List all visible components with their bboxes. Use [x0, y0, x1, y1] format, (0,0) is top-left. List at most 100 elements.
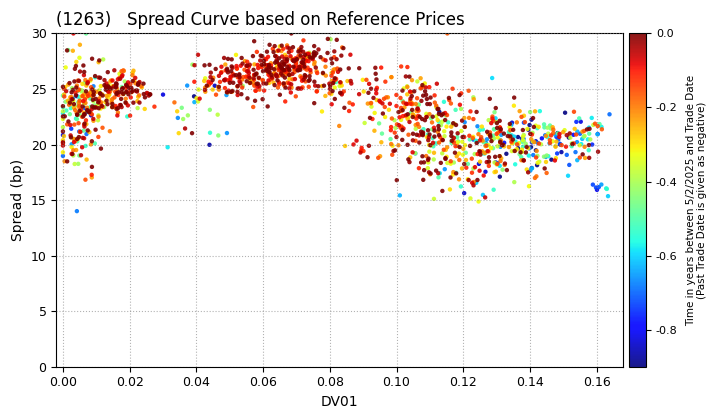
Point — [541, 170, 552, 176]
Point — [391, 177, 402, 184]
Point — [320, 63, 331, 70]
Point — [339, 142, 351, 149]
Point — [194, 95, 205, 102]
Point — [57, 142, 68, 149]
Point — [107, 104, 118, 110]
Point — [102, 94, 114, 101]
Point — [117, 91, 129, 97]
Point — [271, 77, 283, 84]
Point — [73, 86, 85, 93]
Point — [57, 116, 68, 122]
Point — [457, 145, 469, 152]
Point — [80, 88, 91, 94]
Point — [474, 148, 486, 155]
Point — [467, 179, 478, 186]
Point — [372, 155, 384, 161]
Point — [397, 99, 409, 106]
Point — [420, 114, 432, 121]
Point — [450, 169, 462, 176]
Point — [62, 97, 73, 104]
Point — [294, 54, 306, 61]
Point — [59, 113, 71, 120]
Point — [221, 89, 233, 95]
Point — [384, 100, 395, 107]
Point — [419, 117, 431, 123]
Point — [122, 102, 134, 109]
Point — [438, 98, 450, 105]
Point — [111, 105, 122, 112]
Point — [248, 81, 260, 88]
Point — [498, 143, 510, 150]
Point — [279, 56, 290, 63]
Point — [299, 72, 310, 79]
Point — [426, 126, 438, 133]
Point — [64, 80, 76, 87]
Point — [59, 158, 71, 165]
Point — [179, 125, 191, 132]
Point — [134, 99, 145, 106]
Point — [57, 110, 68, 117]
Point — [524, 122, 536, 129]
Point — [406, 77, 418, 84]
Point — [86, 163, 98, 170]
Point — [189, 99, 200, 105]
Point — [479, 150, 490, 157]
Point — [564, 130, 575, 137]
Point — [297, 48, 309, 55]
Point — [547, 126, 559, 133]
Point — [78, 105, 90, 111]
Point — [399, 104, 410, 110]
Point — [282, 79, 293, 86]
Point — [444, 97, 455, 103]
Point — [472, 131, 484, 137]
Point — [386, 115, 397, 122]
Point — [379, 104, 390, 110]
Point — [71, 58, 82, 65]
Point — [132, 98, 143, 105]
Point — [364, 81, 375, 87]
Point — [221, 89, 233, 96]
Point — [473, 198, 485, 205]
Point — [336, 90, 347, 97]
Point — [400, 100, 412, 107]
Point — [60, 88, 72, 94]
Point — [266, 75, 278, 82]
Point — [252, 84, 264, 90]
Point — [417, 130, 428, 137]
Point — [578, 134, 590, 140]
Point — [547, 124, 559, 131]
Point — [472, 177, 483, 184]
Point — [236, 76, 248, 83]
Point — [499, 162, 510, 168]
Point — [191, 95, 202, 102]
Point — [464, 142, 476, 149]
Point — [68, 104, 80, 111]
Point — [241, 68, 253, 75]
Point — [275, 70, 287, 77]
Point — [534, 108, 546, 115]
Point — [308, 61, 320, 68]
Point — [506, 140, 518, 147]
Point — [596, 126, 608, 133]
Point — [405, 99, 416, 105]
Point — [125, 112, 136, 119]
Point — [405, 88, 416, 95]
Point — [433, 132, 445, 139]
Point — [120, 85, 131, 92]
Point — [234, 78, 246, 85]
Point — [577, 151, 588, 158]
Point — [103, 82, 114, 89]
Point — [189, 62, 200, 68]
Point — [320, 72, 332, 79]
Point — [423, 155, 434, 162]
Point — [404, 74, 415, 80]
Point — [490, 115, 501, 122]
Point — [71, 93, 83, 100]
Point — [271, 61, 283, 68]
Point — [288, 57, 300, 64]
Point — [295, 62, 307, 69]
Point — [274, 61, 285, 68]
Point — [402, 116, 413, 122]
Point — [494, 163, 505, 169]
Point — [550, 155, 562, 162]
